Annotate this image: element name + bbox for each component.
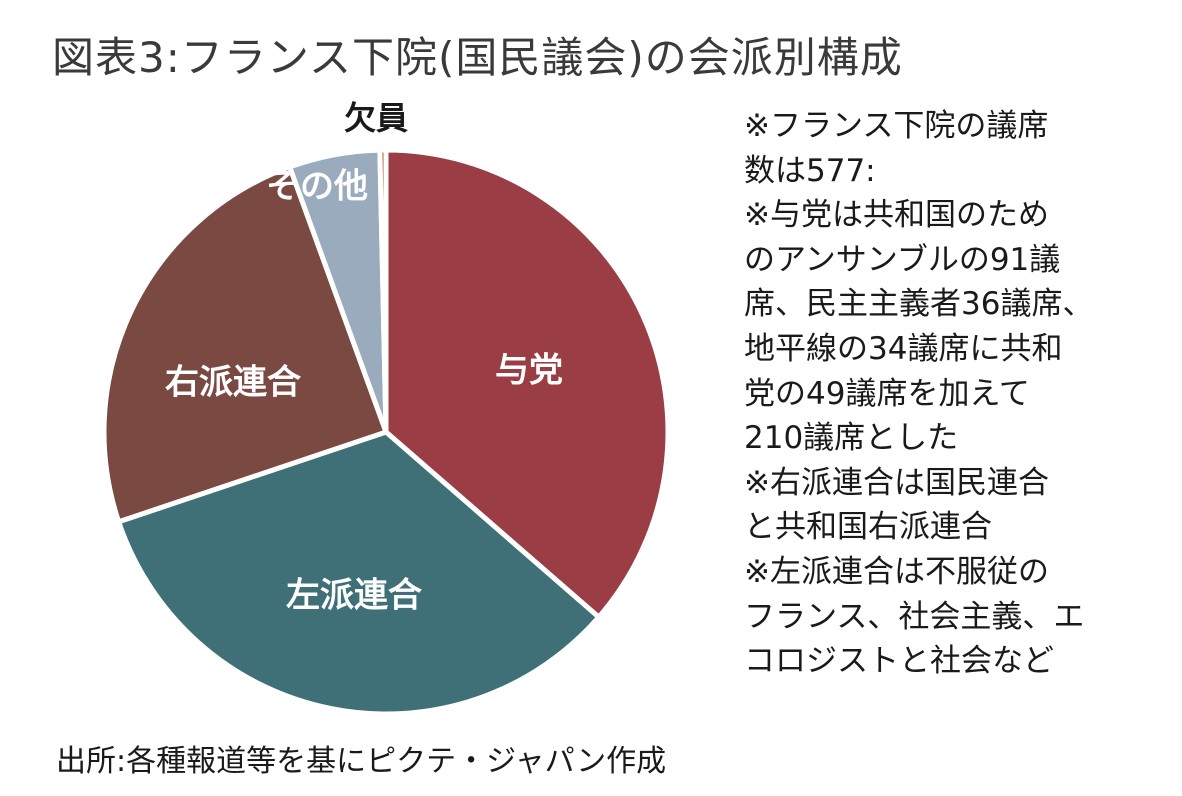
source-note: 出所:各種報道等を基にピクテ・ジャパン作成 bbox=[56, 744, 667, 779]
note-line: のアンサンブルの91議 bbox=[744, 241, 1061, 278]
pie-slice bbox=[101, 164, 389, 525]
note-line: コロジストと社会など bbox=[744, 643, 1054, 680]
slice-label: その他 bbox=[266, 167, 368, 207]
slice-label: 右派連合 bbox=[165, 363, 301, 403]
note-line: ※左派連合は不服従の bbox=[744, 553, 1049, 590]
slice-label: 与党 bbox=[495, 351, 563, 391]
note-line: 席、民主主義者36議席、 bbox=[744, 286, 1094, 323]
note-line: ※フランス下院の議席 bbox=[744, 108, 1049, 144]
note-line: 党の49議席を加えて bbox=[744, 375, 1030, 412]
notes-panel: ※フランス下院の議席 数は577: ※与党は共和国のため のアンサンブルの91議… bbox=[744, 104, 1164, 684]
pie-slice bbox=[116, 429, 602, 717]
note-line: ※与党は共和国のため bbox=[744, 197, 1049, 234]
note-line: フランス、社会主義、エ bbox=[744, 598, 1085, 635]
slice-label: 欠員 bbox=[344, 99, 408, 137]
note-line: 数は577: bbox=[744, 152, 876, 189]
note-line: 地平線の34議席に共和 bbox=[744, 330, 1063, 367]
pie-slice bbox=[383, 147, 671, 620]
chart-title: 図表3:フランス下院(国民議会)の会派別構成 bbox=[52, 33, 903, 82]
note-line: と共和国右派連合 bbox=[744, 509, 992, 546]
pie-slice bbox=[377, 147, 389, 435]
note-line: ※右派連合は国民連合 bbox=[744, 464, 1049, 501]
slice-label: 左派連合 bbox=[286, 576, 422, 616]
note-line: 210議席とした bbox=[744, 420, 959, 457]
